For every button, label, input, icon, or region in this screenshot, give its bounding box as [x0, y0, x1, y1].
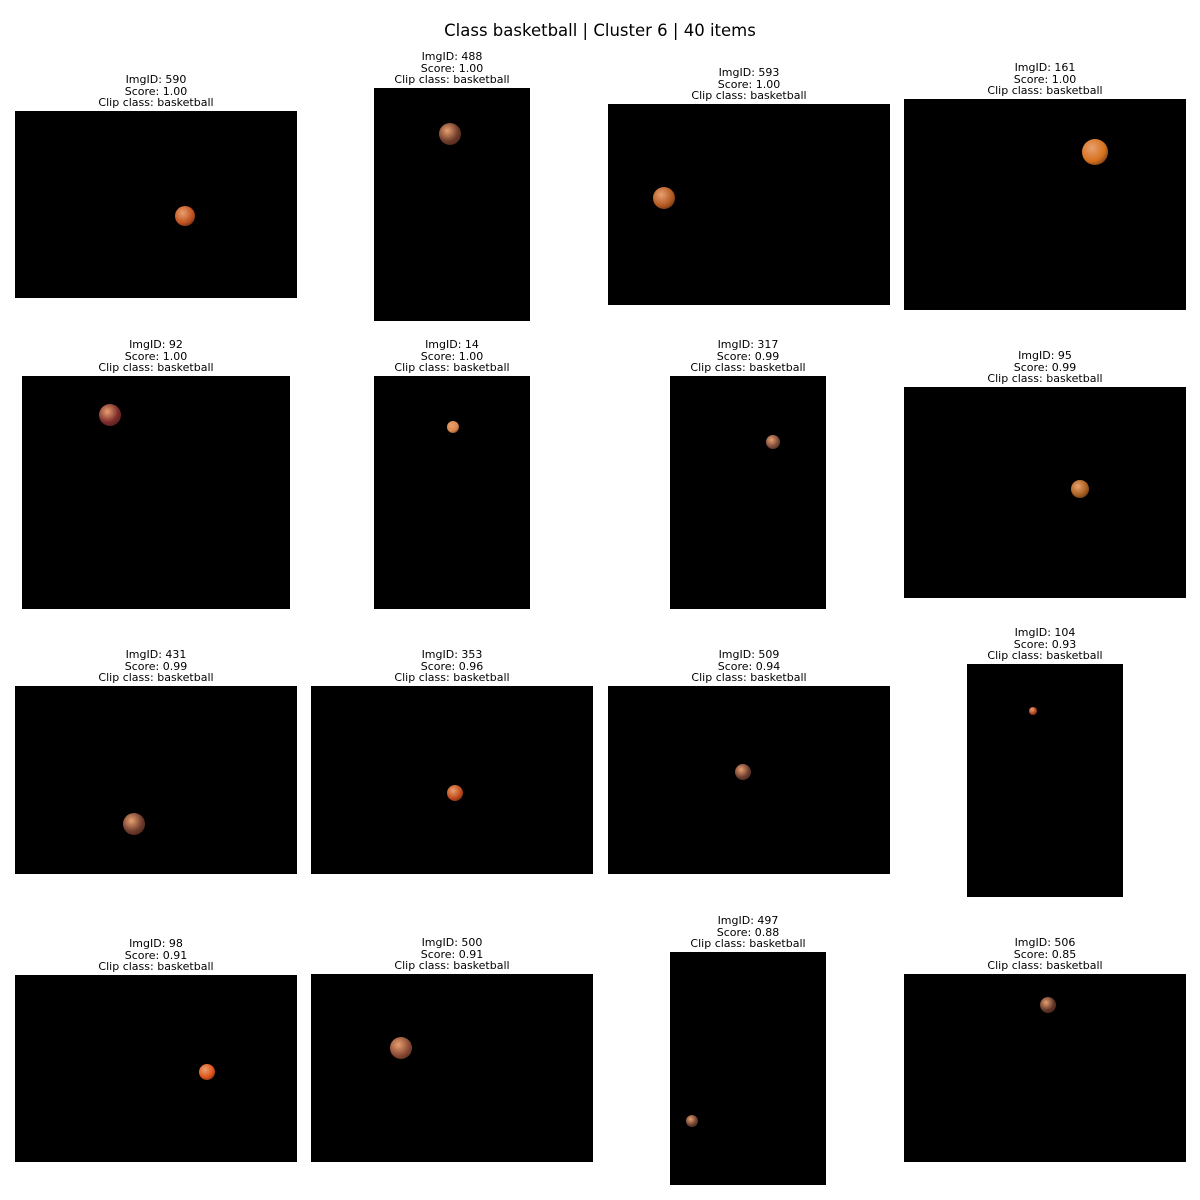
img-id-line: ImgID: 593: [718, 66, 780, 79]
basketball-object: [766, 435, 780, 449]
score-line: Score: 0.91: [124, 948, 188, 962]
clip-class-line: Clip class: basketball: [987, 649, 1103, 662]
tile-caption: ImgID: 431 Score: 0.99 Clip class: basketb…: [0, 649, 316, 684]
tile-caption: ImgID: 98 Score: 0.91 Clip class: basketba…: [0, 938, 316, 973]
score-line: Score: 0.99: [1013, 360, 1077, 374]
basketball-object: [123, 813, 145, 835]
thumbnail-image: [904, 387, 1186, 598]
clip-class-line: Clip class: basketball: [987, 959, 1103, 972]
tile-caption: ImgID: 317 Score: 0.99 Clip class: basketb…: [588, 339, 908, 374]
score-line: Score: 0.88: [716, 925, 780, 939]
tile-caption: ImgID: 92 Score: 1.00 Clip class: basketba…: [0, 339, 316, 374]
tile-caption: ImgID: 161 Score: 1.00 Clip class: basketb…: [885, 62, 1200, 97]
clip-class-line: Clip class: basketball: [98, 960, 214, 973]
thumbnail-image: [608, 104, 890, 305]
basketball-object: [686, 1115, 698, 1127]
basketball-object: [99, 404, 121, 426]
score-line: Score: 1.00: [717, 77, 781, 91]
clip-class-line: Clip class: basketball: [691, 671, 807, 684]
tile-caption: ImgID: 590 Score: 1.00 Clip class: basketb…: [0, 74, 316, 109]
basketball-object: [447, 421, 459, 433]
tile-caption: ImgID: 104 Score: 0.93 Clip class: basketb…: [885, 627, 1200, 662]
basketball-object: [1071, 480, 1089, 498]
thumbnail-image: [670, 952, 826, 1185]
thumbnail-image: [608, 686, 890, 874]
basketball-object: [447, 785, 463, 801]
tile-caption: ImgID: 353 Score: 0.96 Clip class: basketb…: [292, 649, 612, 684]
tile-caption: ImgID: 14 Score: 1.00 Clip class: basketba…: [292, 339, 612, 374]
thumbnail-image: [15, 975, 297, 1162]
thumbnail-image: [311, 686, 593, 874]
score-line: Score: 0.85: [1013, 947, 1077, 961]
basketball-object: [175, 206, 195, 226]
img-id-line: ImgID: 506: [1014, 936, 1076, 949]
thumbnail-image: [374, 376, 530, 609]
img-id-line: ImgID: 317: [717, 338, 779, 351]
clip-class-line: Clip class: basketball: [98, 361, 214, 374]
score-line: Score: 0.99: [716, 349, 780, 363]
img-id-line: ImgID: 161: [1014, 61, 1076, 74]
tile-caption: ImgID: 500 Score: 0.91 Clip class: basketb…: [292, 937, 612, 972]
basketball-object: [1040, 997, 1056, 1013]
score-line: Score: 0.93: [1013, 637, 1077, 651]
page-title: Class basketball | Cluster 6 | 40 items: [444, 21, 756, 40]
img-id-line: ImgID: 488: [421, 50, 483, 63]
clip-class-line: Clip class: basketball: [691, 89, 807, 102]
clip-class-line: Clip class: basketball: [987, 84, 1103, 97]
score-line: Score: 1.00: [124, 349, 188, 363]
img-id-line: ImgID: 14: [425, 338, 479, 351]
clip-class-line: Clip class: basketball: [987, 372, 1103, 385]
score-line: Score: 0.94: [717, 659, 781, 673]
score-line: Score: 0.91: [420, 947, 484, 961]
thumbnail-image: [311, 974, 593, 1162]
tile-caption: ImgID: 488 Score: 1.00 Clip class: basketb…: [292, 51, 612, 86]
clip-class-line: Clip class: basketball: [690, 937, 806, 950]
basketball-object: [1082, 139, 1108, 165]
tile-caption: ImgID: 509 Score: 0.94 Clip class: basketb…: [589, 649, 909, 684]
clip-class-line: Clip class: basketball: [690, 361, 806, 374]
img-id-line: ImgID: 353: [421, 648, 483, 661]
thumbnail-image: [15, 111, 297, 298]
clip-class-line: Clip class: basketball: [394, 73, 510, 86]
clip-class-line: Clip class: basketball: [394, 959, 510, 972]
thumbnail-image: [22, 376, 290, 609]
clip-class-line: Clip class: basketball: [394, 671, 510, 684]
basketball-object: [1029, 707, 1037, 715]
basketball-object: [390, 1037, 412, 1059]
thumbnail-image: [904, 99, 1186, 310]
basketball-object: [439, 123, 461, 145]
clip-class-line: Clip class: basketball: [98, 96, 214, 109]
basketball-object: [653, 187, 675, 209]
score-line: Score: 1.00: [420, 61, 484, 75]
img-id-line: ImgID: 104: [1014, 626, 1076, 639]
thumbnail-image: [374, 88, 530, 321]
clip-class-line: Clip class: basketball: [98, 671, 214, 684]
basketball-object: [199, 1064, 215, 1080]
clip-class-line: Clip class: basketball: [394, 361, 510, 374]
img-id-line: ImgID: 431: [125, 648, 187, 661]
thumbnail-image: [967, 664, 1123, 897]
img-id-line: ImgID: 500: [421, 936, 483, 949]
thumbnail-image: [15, 686, 297, 874]
tile-caption: ImgID: 497 Score: 0.88 Clip class: basketb…: [588, 915, 908, 950]
img-id-line: ImgID: 509: [718, 648, 780, 661]
img-id-line: ImgID: 497: [717, 914, 779, 927]
tile-caption: ImgID: 593 Score: 1.00 Clip class: basketb…: [589, 67, 909, 102]
img-id-line: ImgID: 92: [129, 338, 183, 351]
img-id-line: ImgID: 98: [129, 937, 183, 950]
img-id-line: ImgID: 95: [1018, 349, 1072, 362]
basketball-object: [735, 764, 751, 780]
score-line: Score: 0.99: [124, 659, 188, 673]
score-line: Score: 1.00: [124, 84, 188, 98]
thumbnail-image: [904, 974, 1186, 1162]
img-id-line: ImgID: 590: [125, 73, 187, 86]
score-line: Score: 1.00: [420, 349, 484, 363]
tile-caption: ImgID: 95 Score: 0.99 Clip class: basketba…: [885, 350, 1200, 385]
score-line: Score: 0.96: [420, 659, 484, 673]
tile-caption: ImgID: 506 Score: 0.85 Clip class: basketb…: [885, 937, 1200, 972]
thumbnail-image: [670, 376, 826, 609]
score-line: Score: 1.00: [1013, 72, 1077, 86]
